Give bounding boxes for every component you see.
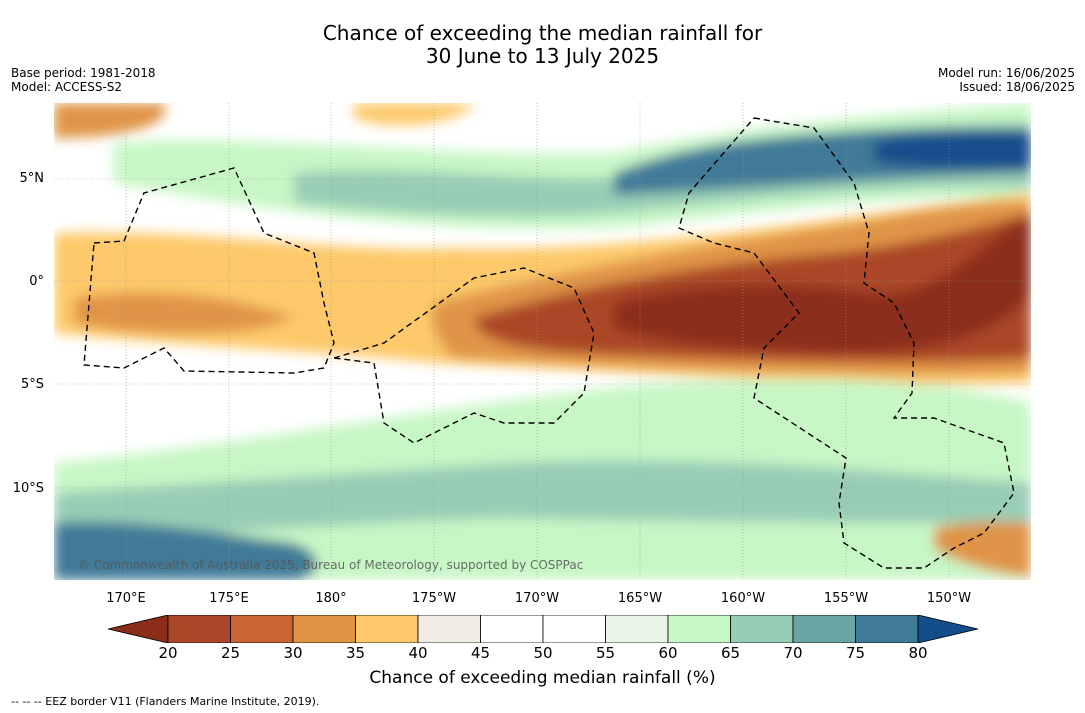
colorbar-tick-70: 70 bbox=[783, 644, 803, 662]
colorbar-segment-40 bbox=[417, 615, 481, 643]
colorbar-segment-75 bbox=[855, 615, 919, 643]
north-dark-blue bbox=[874, 131, 1031, 169]
colorbar-segment-20 bbox=[167, 615, 231, 643]
colorbar-tick-55: 55 bbox=[595, 644, 616, 662]
lon-label-155w: 155°W bbox=[823, 591, 869, 606]
lat-label-0: 0° bbox=[29, 274, 44, 289]
southwest-blue bbox=[54, 522, 318, 580]
colorbar-segment-65 bbox=[730, 615, 794, 643]
lat-label-5s: 5°S bbox=[20, 377, 44, 392]
equator-dark-brown bbox=[614, 213, 1031, 353]
lon-label-175w: 175°W bbox=[411, 591, 457, 606]
colorbar-segment-70 bbox=[792, 615, 856, 643]
colorbar-tick-30: 30 bbox=[283, 644, 303, 662]
colorbar-segment-45 bbox=[480, 615, 544, 643]
colorbar-tick-60: 60 bbox=[658, 644, 678, 662]
base-period: Base period: 1981-2018 bbox=[11, 66, 156, 80]
colorbar-tick-40: 40 bbox=[408, 644, 428, 662]
colorbar-tick-50: 50 bbox=[533, 644, 553, 662]
lon-label-170w: 170°W bbox=[514, 591, 560, 606]
colorbar-tick-20: 20 bbox=[158, 644, 178, 662]
colorbar-tick-25: 25 bbox=[220, 644, 241, 662]
lon-label-150w: 150°W bbox=[926, 591, 972, 606]
colorbar-segment-30 bbox=[292, 615, 356, 643]
copyright-notice: © Commonwealth of Australia 2025, Bureau… bbox=[78, 558, 584, 572]
map-gridlines bbox=[54, 103, 1031, 580]
model-run: Model run: 16/06/2025 bbox=[937, 66, 1075, 80]
colorbar-segments bbox=[108, 615, 978, 643]
colorbar bbox=[108, 615, 978, 643]
eez-legend: -- -- -- EEZ border V11 (Flanders Marine… bbox=[11, 695, 320, 708]
colorbar-high-extend bbox=[917, 615, 978, 643]
lon-label-160w: 160°W bbox=[720, 591, 766, 606]
map-title: Chance of exceeding the median rainfall … bbox=[0, 22, 1085, 68]
colorbar-segment-25 bbox=[230, 615, 294, 643]
colorbar-tick-65: 65 bbox=[720, 644, 741, 662]
colorbar-tick-45: 45 bbox=[470, 644, 491, 662]
colorbar-segment-35 bbox=[355, 615, 419, 643]
lon-label-175e: 175°E bbox=[209, 591, 249, 606]
colorbar-label: Chance of exceeding median rainfall (%) bbox=[369, 668, 716, 688]
colorbar-segment-50 bbox=[542, 615, 606, 643]
eez-borders bbox=[83, 117, 1015, 569]
colorbar-tick-35: 35 bbox=[345, 644, 366, 662]
meta-left: Base period: 1981-2018 Model: ACCESS-S2 bbox=[11, 66, 156, 94]
meta-right: Model run: 16/06/2025 Issued: 18/06/2025 bbox=[938, 66, 1075, 94]
lon-label-165w: 165°W bbox=[617, 591, 663, 606]
colorbar-tick-75: 75 bbox=[845, 644, 866, 662]
colorbar-low-extend bbox=[108, 615, 169, 643]
nw-yellow-patch bbox=[354, 103, 474, 126]
lon-label-180: 180° bbox=[315, 591, 347, 606]
model-name: Model: ACCESS-S2 bbox=[11, 80, 123, 94]
lat-label-5n: 5°N bbox=[19, 171, 45, 186]
colorbar-segment-60 bbox=[667, 615, 731, 643]
colorbar-segment-55 bbox=[605, 615, 669, 643]
south-teal-band bbox=[54, 460, 1031, 543]
rainfall-map bbox=[54, 103, 1031, 580]
nw-warm-patch bbox=[54, 103, 166, 138]
lon-label-170e: 170°E bbox=[106, 591, 146, 606]
issued-date: Issued: 18/06/2025 bbox=[959, 80, 1075, 94]
title-line-1: Chance of exceeding the median rainfall … bbox=[322, 21, 763, 45]
lat-label-10s: 10°S bbox=[12, 481, 44, 496]
colorbar-tick-80: 80 bbox=[908, 644, 928, 662]
southeast-orange bbox=[934, 521, 1031, 578]
title-line-2: 30 June to 13 July 2025 bbox=[425, 44, 660, 68]
